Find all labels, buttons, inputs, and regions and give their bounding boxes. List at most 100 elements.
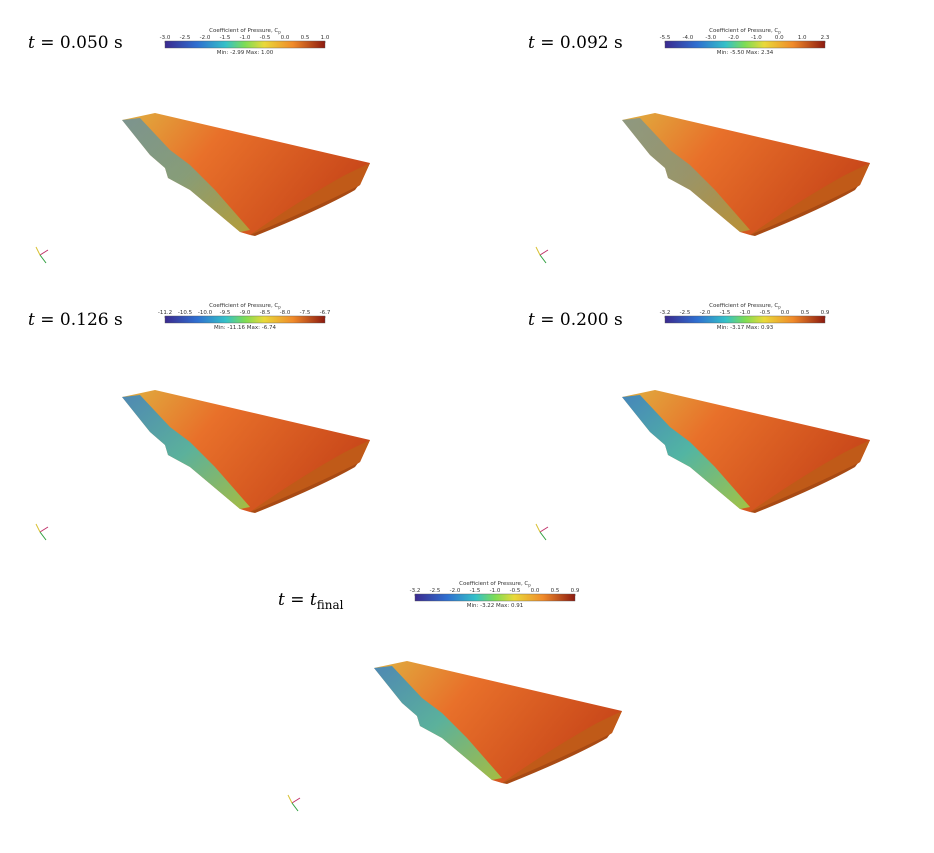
time-label: t = 0.200 s [528,310,623,330]
time-value: 0.126 s [60,310,123,330]
colorbar-tick-label: -0.5 [760,310,771,316]
colorbar-tick-label: -10.0 [198,310,213,316]
time-var: t [528,310,535,330]
wing-low-pressure [122,395,250,509]
wing-low-pressure [374,666,502,780]
wing-surface [374,661,622,783]
colorbar-title-text: Coefficient of Pressure, C [709,28,778,34]
wing-lower [750,186,858,236]
wing-low-pressure [622,118,750,232]
axis-z [291,802,299,812]
colorbar-range: Min: -2.99 Max: 1.00 [217,50,274,56]
colorbar-range: Min: -3.17 Max: 0.93 [717,325,774,331]
axis-y [35,523,41,533]
colorbar [164,315,326,324]
colorbar [664,315,826,324]
colorbar-title: Coefficient of Pressure, Cp [459,581,531,588]
time-var: t [28,33,35,53]
colorbar-title: Coefficient of Pressure, Cp [709,303,781,310]
time-var: t [278,590,285,610]
time-var: t [528,33,535,53]
colorbar-title-text: Coefficient of Pressure, C [209,303,278,309]
colorbar-tick-label: 0.0 [781,310,790,316]
colorbar-tick-label: -9.0 [240,310,251,316]
colorbar-tick-label: -3.2 [660,310,671,316]
axis-z [39,531,47,541]
colorbar [164,40,326,49]
axes-triad [535,523,549,541]
time-value: 0.092 s [560,33,623,53]
colorbar-title-text: Coefficient of Pressure, C [709,303,778,309]
colorbar-title: Coefficient of Pressure, Cp [209,28,281,35]
wing-lower [250,186,358,236]
axes-triad [35,246,49,264]
colorbar-tick-label: -3.0 [705,35,716,41]
wing-low-pressure [122,118,250,232]
axes-triad [535,246,549,264]
time-value: 0.050 s [60,33,123,53]
colorbar-tick-label: -6.7 [320,310,331,316]
time-sub: final [317,598,344,612]
colorbar-tick-label: -10.5 [178,310,193,316]
wing-low-pressure [622,395,750,509]
colorbar-title: Coefficient of Pressure, Cp [709,28,781,35]
time-sign: = [40,33,54,53]
axis-z [539,254,547,264]
wing-tip [250,440,370,512]
colorbar-title-sub: p [528,583,531,588]
panel: t = 0.050 s Coefficient of Pressure, Cp -3… [28,28,370,264]
colorbar-title-sub: p [278,305,281,310]
axis-y [535,246,541,256]
wing-surface [122,113,370,235]
axis-x [39,526,49,533]
axis-x [539,249,549,256]
axis-z [39,254,47,264]
colorbar-range: Min: -11.16 Max: -6.74 [214,325,277,331]
colorbar-tick-label: -8.0 [280,310,291,316]
wing [622,113,870,236]
time-label: t = tfinal [278,590,344,612]
time-value: t [310,590,317,610]
axis-x [291,797,301,804]
axis-x [539,526,549,533]
wing-lower [502,734,610,784]
colorbar-tick-label: 1.0 [798,35,807,41]
colorbar-tick-label: 0.0 [775,35,784,41]
time-var: t [28,310,35,330]
colorbar-tick-label: -1.0 [740,310,751,316]
colorbar-title-text: Coefficient of Pressure, C [459,581,528,587]
colorbar [414,593,576,602]
axis-y [35,246,41,256]
colorbar-title-sub: p [778,305,781,310]
wing [122,390,370,513]
colorbar-tick-label: -7.5 [300,310,311,316]
time-label: t = 0.126 s [28,310,123,330]
colorbar-tick-label: -2.5 [680,310,691,316]
colorbar-tick-label: -1.5 [470,588,481,594]
colorbar-title-sub: p [278,30,281,35]
colorbar-tick-label: 2.3 [821,35,830,41]
wing-surface [622,113,870,235]
wing-surface [122,390,370,512]
colorbar-tick-label: -11.2 [158,310,172,316]
panel: t = 0.200 s Coefficient of Pressure, Cp -3… [528,303,870,541]
colorbar-title-text: Coefficient of Pressure, C [209,28,278,34]
colorbar-tick-label: -5.5 [660,35,671,41]
colorbar-range: Min: -5.50 Max: 2.34 [717,50,774,56]
colorbar-tick-label: -4.0 [682,35,693,41]
wing-tip [750,163,870,235]
colorbar [664,40,826,49]
colorbar-tick-label: 1.0 [321,35,330,41]
wing [122,113,370,236]
axis-y [287,794,293,804]
colorbar-title: Coefficient of Pressure, Cp [209,303,281,310]
axis-x [39,249,49,256]
colorbar-tick-label: 0.5 [301,35,310,41]
wing-tip [502,711,622,783]
wing-lower [750,463,858,513]
axes-triad [287,794,301,812]
time-label: t = 0.050 s [28,33,123,53]
